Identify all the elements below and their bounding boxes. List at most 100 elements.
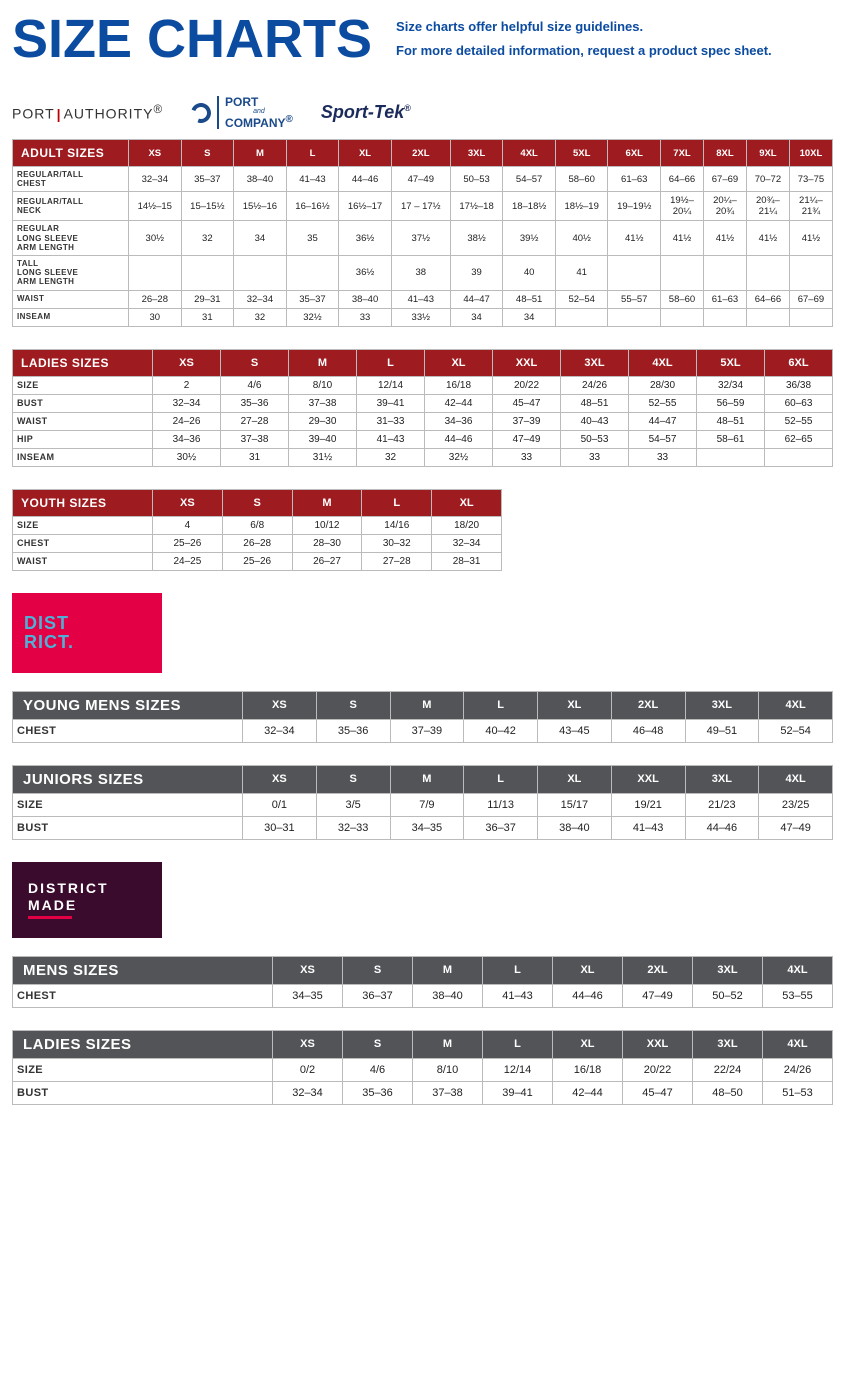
row-label: CHEST (13, 984, 273, 1007)
cell: 32½ (286, 308, 339, 326)
district-logo: DIST RICT. (12, 593, 162, 673)
table-row: BUST30–3132–3334–3536–3738–4041–4344–464… (13, 816, 833, 839)
cell: 48–51 (697, 412, 765, 430)
size-col-header: XS (243, 691, 317, 719)
row-label: INSEAM (13, 448, 153, 466)
cell: 12/14 (483, 1058, 553, 1081)
cell: 19–19½ (608, 192, 661, 221)
size-col-header: S (343, 956, 413, 984)
cell: 26–28 (129, 290, 182, 308)
pc-text: PORT and COMPANY® (217, 96, 293, 129)
cell: 41½ (608, 221, 661, 256)
cell: 44–46 (339, 167, 392, 192)
cell: 61–63 (608, 167, 661, 192)
size-col-header: XL (553, 1030, 623, 1058)
district-made-logo: DISTRICT MADE (12, 862, 162, 938)
cell: 48–50 (693, 1081, 763, 1104)
size-col-header: M (289, 349, 357, 376)
cell: 20¾–21¼ (746, 192, 789, 221)
cell: 64–66 (661, 167, 704, 192)
cell: 30–32 (362, 534, 432, 552)
row-label: REGULAR/TALLCHEST (13, 167, 129, 192)
cell: 40 (503, 255, 556, 290)
cell: 30–31 (243, 816, 317, 839)
size-col-header: 7XL (661, 140, 704, 167)
cell: 39 (450, 255, 503, 290)
cell: 21¼–21¾ (789, 192, 832, 221)
subtitle-block: Size charts offer helpful size guideline… (396, 12, 772, 60)
pc-word-2: COMPANY® (225, 115, 293, 129)
cell (661, 255, 704, 290)
cell: 29–30 (289, 412, 357, 430)
table-row: CHEST25–2626–2828–3030–3232–34 (13, 534, 502, 552)
table-row: HIP34–3637–3839–4041–4344–4647–4950–5354… (13, 430, 833, 448)
size-col-header: L (362, 489, 432, 516)
youth-sizes-table: YOUTH SIZESXSSMLXLSIZE46/810/1214/1618/2… (12, 489, 502, 571)
size-col-header: XS (273, 956, 343, 984)
port-company-logo: PORT and COMPANY® (191, 96, 293, 129)
cell: 34–35 (390, 816, 464, 839)
cell: 47–49 (493, 430, 561, 448)
cell: 46–48 (611, 719, 685, 742)
cell: 7/9 (390, 793, 464, 816)
cell: 36/38 (765, 376, 833, 394)
cell: 29–31 (181, 290, 234, 308)
cell: 30½ (153, 448, 221, 466)
cell: 32½ (425, 448, 493, 466)
cell: 37–38 (221, 430, 289, 448)
size-col-header: 3XL (450, 140, 503, 167)
cell: 41½ (789, 221, 832, 256)
cell: 28/30 (629, 376, 697, 394)
cell: 33 (493, 448, 561, 466)
cell: 52–55 (629, 394, 697, 412)
table-title: MENS SIZES (13, 956, 273, 984)
cell: 19½–20¼ (661, 192, 704, 221)
cell: 41½ (703, 221, 746, 256)
table-row: SIZE0/24/68/1012/1416/1820/2222/2424/26 (13, 1058, 833, 1081)
size-col-header: L (464, 691, 538, 719)
size-col-header: XL (538, 765, 612, 793)
cell: 41–43 (391, 290, 450, 308)
district-line-1: DIST (24, 614, 74, 633)
cell: 31–33 (357, 412, 425, 430)
cell: 44–47 (450, 290, 503, 308)
pc-and: and (225, 108, 293, 115)
table-row: WAIST24–2525–2626–2727–2828–31 (13, 552, 502, 570)
pa-word-2: AUTHORITY (64, 106, 154, 122)
cell: 34 (503, 308, 556, 326)
row-label: INSEAM (13, 308, 129, 326)
cell: 25–26 (222, 552, 292, 570)
size-col-header: XL (425, 349, 493, 376)
row-label: SIZE (13, 1058, 273, 1081)
size-col-header: S (316, 691, 390, 719)
cell: 47–49 (759, 816, 833, 839)
cell: 60–63 (765, 394, 833, 412)
size-col-header: M (390, 691, 464, 719)
cell: 14½–15 (129, 192, 182, 221)
cell: 15/17 (538, 793, 612, 816)
row-label: TALLLONG SLEEVEARM LENGTH (13, 255, 129, 290)
page-title: SIZE CHARTS (12, 12, 372, 66)
cell: 20¼–20¾ (703, 192, 746, 221)
cell: 32–33 (316, 816, 390, 839)
cell: 32–34 (243, 719, 317, 742)
cell: 38–40 (234, 167, 287, 192)
cell: 37–39 (493, 412, 561, 430)
cell: 4/6 (343, 1058, 413, 1081)
size-col-header: 9XL (746, 140, 789, 167)
table-row: SIZE24/68/1012/1416/1820/2224/2628/3032/… (13, 376, 833, 394)
cell: 17½–18 (450, 192, 503, 221)
cell: 45–47 (493, 394, 561, 412)
cell: 50–53 (561, 430, 629, 448)
cell: 39–41 (357, 394, 425, 412)
pa-reg: ® (153, 103, 163, 116)
cell: 41 (555, 255, 608, 290)
young-mens-sizes-table: YOUNG MENS SIZESXSSMLXL2XL3XL4XLCHEST32–… (12, 691, 833, 743)
size-col-header: XL (432, 489, 502, 516)
cell: 58–61 (697, 430, 765, 448)
size-col-header: S (221, 349, 289, 376)
row-label: SIZE (13, 516, 153, 534)
size-col-header: M (413, 956, 483, 984)
table-row: INSEAM30313232½3333½3434 (13, 308, 833, 326)
size-col-header: 4XL (759, 691, 833, 719)
